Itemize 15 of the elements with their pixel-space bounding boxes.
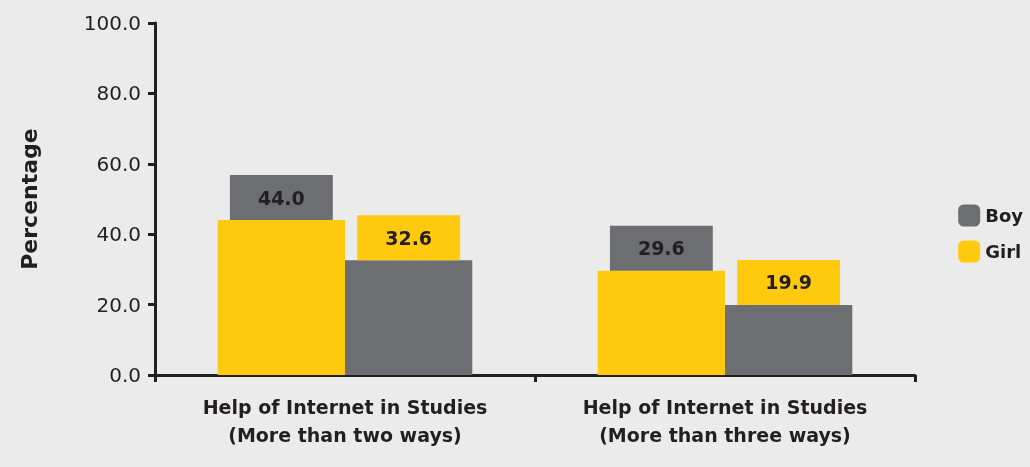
x-tick-label: Help of Internet in Studies (More than three ways) (582, 396, 868, 446)
y-tick-label: 80.0 (96, 81, 141, 106)
data-label: 19.9 (765, 271, 813, 294)
data-label: 29.6 (637, 237, 685, 260)
y-tick-label: 60.0 (96, 151, 141, 176)
y-tick-label: 20.0 (96, 292, 141, 317)
y-tick-label: 100.0 (83, 11, 141, 35)
data-label: 44.0 (257, 186, 305, 209)
data-label: 32.6 (385, 226, 433, 249)
x-tick-label: Help of Internet in Studies (More than two ways) (202, 396, 488, 446)
y-tick-label: 0.0 (109, 363, 141, 387)
y-tick-label: 40.0 (96, 222, 141, 247)
y-axis-title: Percentage (16, 128, 42, 270)
legend-label: Girl (985, 241, 1022, 262)
legend-label: Boy (985, 205, 1024, 226)
